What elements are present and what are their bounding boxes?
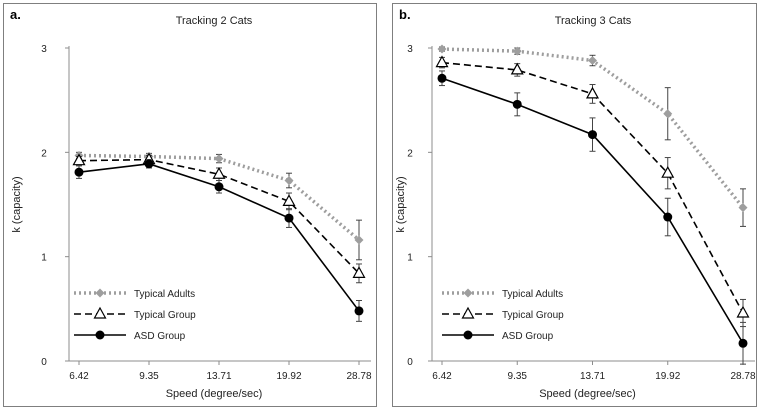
y-tick-label: 1 xyxy=(407,253,413,264)
legend-marker xyxy=(461,306,475,319)
legend-marker xyxy=(93,306,107,319)
data-point xyxy=(510,62,524,75)
data-point xyxy=(663,109,673,119)
data-point xyxy=(588,56,597,66)
legend-marker xyxy=(95,288,105,298)
data-point xyxy=(585,86,600,99)
data-point xyxy=(661,165,675,178)
data-point xyxy=(352,266,366,278)
x-tick-label: 28.78 xyxy=(346,371,371,382)
data-point xyxy=(144,159,154,169)
data-point xyxy=(284,176,294,186)
y-tick-label: 1 xyxy=(41,253,47,264)
data-point xyxy=(437,73,447,83)
legend-marker xyxy=(463,330,473,340)
x-tick-label: 19.92 xyxy=(655,371,680,382)
data-point xyxy=(512,99,522,109)
y-tick-label: 3 xyxy=(407,44,413,55)
y-axis-label: k (capacity) xyxy=(395,176,407,232)
data-point xyxy=(282,194,296,206)
data-point xyxy=(435,55,449,68)
data-point xyxy=(214,182,224,192)
x-axis-label: Speed (degree/sec) xyxy=(166,388,263,400)
data-point xyxy=(738,203,748,213)
data-point xyxy=(74,167,84,177)
panel-label: a. xyxy=(10,7,21,22)
x-tick-label: 13.71 xyxy=(580,371,605,382)
legend-label: Typical Group xyxy=(502,310,564,321)
x-tick-label: 6.42 xyxy=(432,371,452,382)
y-tick-label: 2 xyxy=(41,148,47,159)
x-tick-label: 28.78 xyxy=(730,371,755,382)
legend-label: ASD Group xyxy=(502,331,554,342)
y-axis-label: k (capacity) xyxy=(11,176,23,232)
x-axis-label: Speed (degree/sec) xyxy=(539,388,636,400)
data-point xyxy=(738,338,748,348)
data-point xyxy=(354,235,364,245)
data-point xyxy=(512,46,522,56)
chart-panel-b: b. Tracking 3 Cats 0 1 2 3 6.42 9.35 13.71 19.92… xyxy=(392,3,757,407)
x-tick-label: 19.92 xyxy=(276,371,301,382)
legend-label: Typical Adults xyxy=(134,289,195,300)
x-tick-label: 9.35 xyxy=(508,371,528,382)
chart-title: Tracking 2 Cats xyxy=(176,15,253,27)
series-line-1 xyxy=(78,158,360,274)
y-tick-label: 0 xyxy=(41,357,47,368)
y-tick-label: 2 xyxy=(407,148,413,159)
data-point xyxy=(663,212,673,222)
data-point xyxy=(354,306,364,316)
data-point xyxy=(736,305,750,318)
x-tick-label: 13.71 xyxy=(206,371,231,382)
data-point xyxy=(437,44,447,54)
data-point xyxy=(214,154,224,164)
chart-panel-a: a. Tracking 2 Cats 0 1 2 3 6.42 9.35 13.71 19.92… xyxy=(3,3,377,407)
data-point xyxy=(588,130,597,140)
data-point xyxy=(72,153,86,166)
legend-label: Typical Adults xyxy=(502,289,563,300)
chart-svg-b: Tracking 3 Cats 0 1 2 3 6.42 9.35 13.71 19.92 28.… xyxy=(395,15,756,400)
y-tick-label: 0 xyxy=(407,357,413,368)
x-tick-label: 9.35 xyxy=(139,371,159,382)
legend-marker xyxy=(463,288,473,298)
chart-title: Tracking 3 Cats xyxy=(555,15,632,27)
x-tick-label: 6.42 xyxy=(69,371,89,382)
chart-svg-a: Tracking 2 Cats 0 1 2 3 6.42 9.35 13.71 19.92 28.… xyxy=(11,15,372,400)
y-tick-label: 3 xyxy=(41,44,47,55)
legend-label: Typical Group xyxy=(134,310,196,321)
data-point xyxy=(284,213,294,223)
panel-label: b. xyxy=(399,7,411,22)
legend-label: ASD Group xyxy=(134,331,186,342)
data-point xyxy=(212,166,226,179)
legend-marker xyxy=(95,330,105,340)
